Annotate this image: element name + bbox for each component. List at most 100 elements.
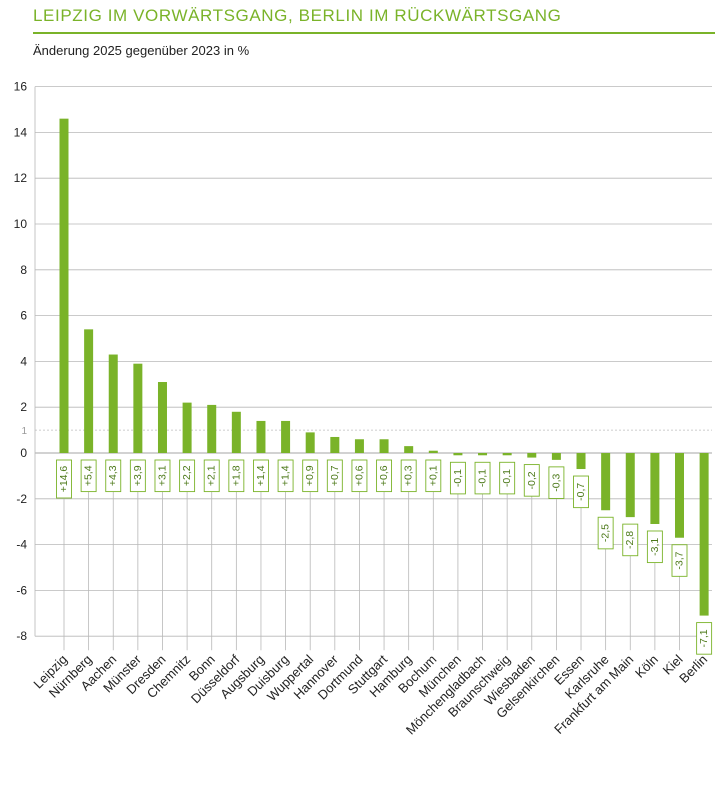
category-label: Köln (632, 652, 661, 681)
value-label: -0,1 (452, 469, 464, 487)
value-label: -0,7 (575, 483, 587, 501)
value-label: +2,1 (206, 465, 218, 486)
value-label-box (696, 622, 713, 655)
value-label: -7,1 (698, 629, 710, 647)
value-label-box (622, 523, 639, 557)
value-label-box (376, 459, 393, 493)
value-label-box (326, 459, 343, 493)
value-label: -2,5 (600, 524, 612, 542)
bars (59, 118, 709, 616)
value-label: -0,1 (477, 469, 489, 487)
bar (133, 363, 143, 453)
bar (256, 420, 266, 453)
y-tick-label: -6 (16, 583, 27, 597)
y-tick-label: -2 (16, 492, 27, 506)
bar (625, 453, 635, 518)
category-labels: LeipzigNürnbergAachenMünsterDresdenChemn… (30, 651, 710, 737)
bar (551, 453, 561, 460)
value-label-box (425, 459, 442, 493)
bar (699, 453, 709, 616)
value-label: +0,9 (304, 465, 316, 486)
y-tick-label: 1 (21, 426, 27, 437)
bar (305, 432, 315, 453)
value-label-box (449, 461, 466, 495)
value-label-box (105, 459, 122, 493)
value-label-box (302, 459, 319, 493)
y-tick-label: 14 (14, 125, 28, 139)
value-label-box (154, 459, 171, 493)
value-label-box (351, 459, 368, 493)
value-label-box (80, 459, 97, 493)
gridlines (35, 86, 712, 637)
value-label-box (523, 464, 540, 497)
y-tick-label: 6 (20, 309, 27, 323)
y-tick-label: -8 (16, 629, 27, 643)
bar (207, 404, 217, 453)
bar (231, 411, 241, 453)
value-label: +0,6 (378, 465, 390, 486)
y-tick-label: 12 (14, 171, 28, 185)
y-tick-label: 4 (20, 354, 27, 368)
value-label: +2,2 (181, 465, 193, 486)
bar (576, 453, 586, 470)
title-divider (33, 32, 715, 34)
bar (330, 436, 340, 453)
bar (182, 402, 192, 453)
value-label: -2,8 (624, 531, 636, 549)
value-label: +4,3 (107, 465, 119, 486)
value-label-box (671, 544, 688, 577)
value-label-box (548, 466, 565, 499)
value-label: +1,4 (255, 465, 267, 486)
value-label: +14,6 (58, 466, 70, 493)
value-label: -3,1 (649, 538, 661, 556)
bar (404, 446, 414, 453)
leader-lines (63, 491, 705, 655)
value-label-box (203, 459, 220, 493)
bar (502, 453, 512, 456)
bar (59, 118, 69, 453)
bar (453, 453, 463, 456)
bar (527, 453, 537, 458)
value-label-box (253, 459, 269, 493)
value-label: +0,1 (427, 465, 439, 486)
value-label: +1,8 (230, 465, 242, 486)
y-tick-label: 16 (14, 80, 28, 94)
y-tick-label: 8 (20, 263, 27, 277)
value-label-box (179, 459, 196, 493)
chart-subtitle: Änderung 2025 gegenüber 2023 in % (33, 43, 250, 58)
value-label-box (499, 461, 516, 495)
value-label: +0,3 (403, 465, 415, 486)
chart-title: Leipzig im Vorwärtsgang, Berlin im Rückw… (33, 6, 562, 25)
bar (601, 453, 611, 511)
value-label: -3,7 (674, 551, 686, 569)
value-label-box (646, 530, 663, 564)
value-label-box (573, 475, 589, 509)
value-label: -0,2 (526, 471, 538, 489)
value-label: -0,3 (550, 473, 562, 491)
value-label-box (400, 459, 417, 493)
bar (84, 329, 94, 453)
bar (354, 439, 364, 453)
bar (157, 382, 167, 453)
value-label: +0,7 (329, 465, 341, 486)
value-label-box (277, 459, 294, 493)
bar (281, 420, 291, 453)
category-label: Berlin (676, 652, 710, 686)
bar (428, 450, 438, 453)
value-label: +3,1 (156, 465, 168, 486)
y-tick-label: 2 (20, 400, 27, 414)
bar (478, 453, 488, 456)
value-label: +5,4 (83, 465, 95, 486)
bar (675, 453, 684, 538)
value-labels: +14,6 +5,4 +4,3 +3,9 +3,1 +2,2 +2,1 +1,8 +1,4 +1,… (56, 459, 713, 655)
value-label-box (56, 459, 72, 499)
value-label-box (228, 459, 245, 493)
bar (379, 439, 389, 453)
bar (650, 453, 660, 524)
bar (108, 354, 118, 453)
y-tick-label: 0 (20, 446, 27, 460)
value-label: +3,9 (132, 465, 144, 486)
value-label-box (129, 459, 146, 493)
